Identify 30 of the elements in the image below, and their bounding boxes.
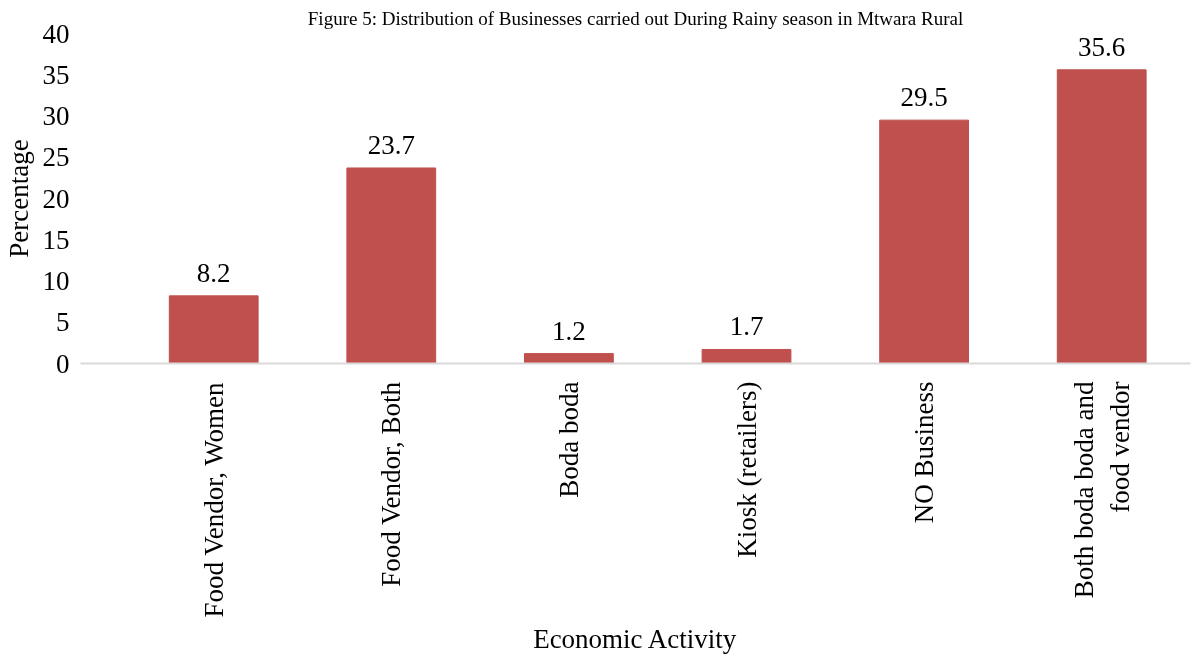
data-label: 29.5 [900, 82, 948, 113]
y-tick-label: 35 [42, 59, 70, 90]
bar [879, 119, 969, 364]
x-tick-label: Food Vendor, Both [376, 381, 407, 587]
bar [701, 348, 792, 364]
x-tick-label: Boda boda [553, 381, 584, 498]
y-tick-label: 10 [42, 266, 70, 296]
bar [168, 295, 259, 364]
x-tick-label: Food Vendor, Women [198, 381, 229, 618]
y-axis-title: Percentage [3, 139, 34, 258]
x-tick-label: Both boda boda and food vendor [1068, 381, 1135, 599]
data-label: 1.2 [552, 315, 586, 346]
bar [346, 167, 437, 364]
bar [524, 353, 614, 364]
chart-title: Figure 5: Distribution of Businesses carried out During Rainy season in Mtwara Rural [307, 7, 964, 29]
data-label: 35.6 [1078, 31, 1126, 62]
data-label: 23.7 [367, 129, 415, 160]
y-tick-label: 0 [56, 348, 70, 379]
x-axis-title: Economic Activity [533, 624, 737, 655]
y-tick-label: 40 [42, 18, 70, 49]
y-tick-label: 25 [42, 142, 70, 173]
data-label: 8.2 [196, 257, 231, 288]
y-tick-label: 20 [42, 183, 70, 214]
data-label: 1.7 [729, 311, 764, 342]
y-tick-label: 30 [42, 101, 70, 131]
y-tick-label: 5 [56, 307, 70, 338]
bar [1056, 69, 1147, 364]
x-tick-label: NO Business [909, 381, 940, 524]
y-tick-label: 15 [42, 224, 70, 255]
x-tick-label: Kiosk (retailers) [731, 381, 762, 558]
